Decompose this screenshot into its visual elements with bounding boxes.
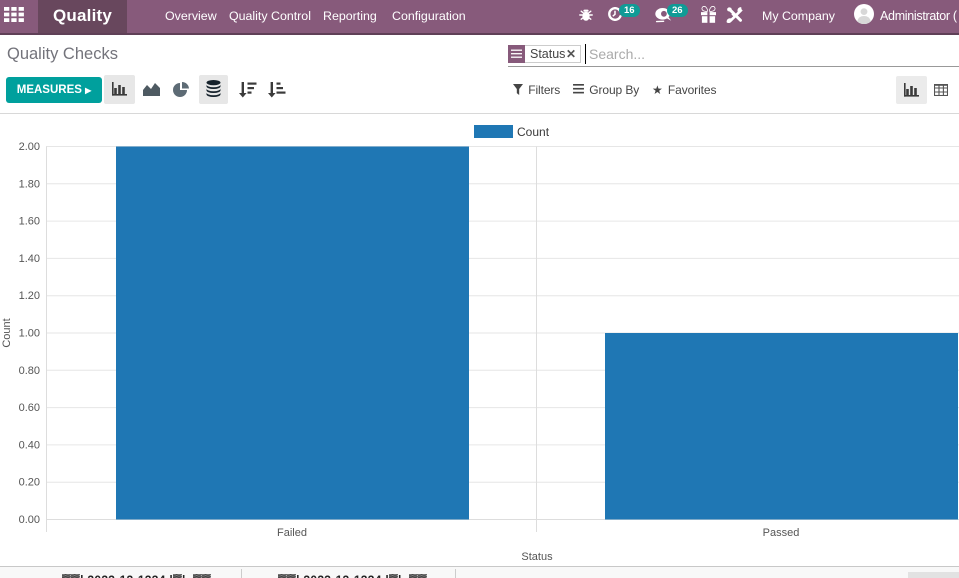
svg-text:Count: Count	[517, 125, 550, 139]
svg-text:0.40: 0.40	[19, 439, 40, 451]
svg-text:Failed: Failed	[277, 527, 307, 539]
svg-text:0.20: 0.20	[19, 477, 40, 489]
svg-text:Passed: Passed	[763, 527, 800, 539]
svg-text:1.00: 1.00	[19, 328, 40, 340]
svg-text:1.60: 1.60	[19, 216, 40, 228]
svg-text:1.40: 1.40	[19, 253, 40, 265]
svg-text:0.60: 0.60	[19, 402, 40, 414]
svg-text:1.80: 1.80	[19, 178, 40, 190]
svg-text:0.80: 0.80	[19, 365, 40, 377]
svg-text:Count: Count	[1, 318, 13, 347]
svg-text:Status: Status	[521, 551, 553, 563]
svg-text:1.20: 1.20	[19, 290, 40, 302]
svg-text:0.00: 0.00	[19, 514, 40, 526]
svg-text:2.00: 2.00	[19, 141, 40, 153]
